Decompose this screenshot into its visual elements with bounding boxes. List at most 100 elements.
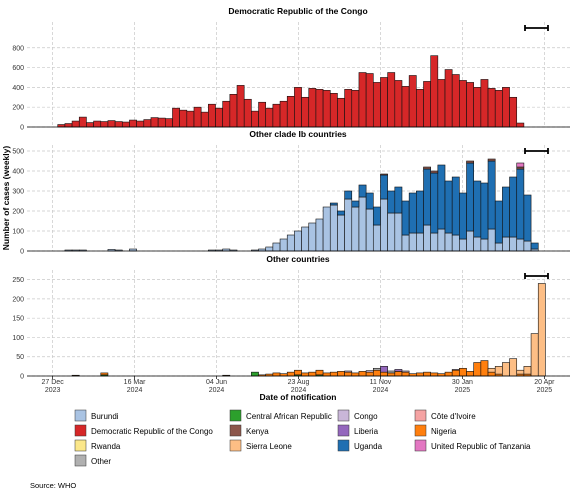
bar-segment (480, 238, 489, 252)
bar-segment (502, 87, 510, 128)
bar-segment (509, 236, 518, 252)
bar-segment (344, 198, 353, 252)
bar-segment (466, 371, 474, 377)
bar-segment (480, 182, 489, 240)
bar-segment (301, 372, 310, 377)
bar-segment (394, 371, 403, 377)
legend-swatch (229, 424, 242, 437)
bar-segment (451, 74, 460, 128)
bar-segment (351, 206, 360, 252)
bar-segment (437, 79, 446, 128)
bar-segment (64, 123, 73, 128)
y-tick-label: 800 (12, 45, 24, 52)
bar-segment (451, 369, 460, 377)
bar-segment (100, 121, 109, 128)
y-tick-label: 0 (20, 374, 24, 381)
bar-segment (437, 164, 446, 230)
bar-segment (444, 232, 453, 252)
bar-segment (387, 370, 396, 374)
bar-segment (315, 218, 324, 252)
bar-segment (279, 238, 288, 252)
bar-segment (351, 90, 360, 128)
bar-segment (494, 90, 503, 128)
bar-segment (380, 77, 388, 128)
bar-segment (487, 160, 496, 230)
bar-segment (516, 238, 525, 252)
bar-segment (222, 100, 231, 128)
legend-label: Burundi (91, 412, 119, 421)
legend-swatch (74, 454, 87, 467)
y-tick-label: 100 (12, 335, 24, 342)
bar-segment (372, 224, 381, 252)
bar-segment (387, 212, 396, 252)
x-tick-label: 27 Dec 2023 (42, 379, 65, 394)
bar-segment (365, 73, 374, 128)
bar-segment (423, 224, 431, 252)
bar-segment (337, 214, 345, 252)
bar-segment (423, 168, 431, 226)
bar-segment (401, 371, 410, 377)
legend-swatch (74, 424, 87, 437)
bar-segment (358, 196, 367, 252)
bar-segment (365, 192, 374, 210)
bar-segment (466, 230, 474, 252)
bar-segment (294, 230, 302, 252)
bar-segment (337, 371, 345, 377)
bar-segment (459, 367, 467, 377)
bar-segment (416, 89, 424, 128)
bar-segment (365, 208, 374, 252)
bar-segment (401, 86, 410, 128)
bar-segment (358, 184, 367, 198)
bar-segment (272, 242, 281, 252)
bar-segment (416, 372, 424, 377)
x-tick-label: 20 Apr 2025 (534, 379, 555, 394)
bar-segment (351, 372, 360, 377)
bar-segment (394, 369, 403, 372)
bar-segment (423, 81, 431, 128)
bar-segment (372, 367, 381, 371)
bar-segment (301, 96, 310, 128)
bar-segment (193, 106, 202, 128)
bar-segment (523, 366, 532, 375)
bar-segment (272, 103, 281, 128)
bar-segment (243, 98, 252, 128)
bar-segment (387, 72, 396, 128)
legend-swatch (414, 409, 427, 422)
bar-segment (380, 366, 388, 373)
y-tick-label: 400 (12, 169, 24, 176)
bar-segment (444, 69, 453, 128)
bar-segment (329, 371, 338, 377)
bar-segment (200, 111, 209, 128)
bar-segment (430, 232, 439, 252)
y-tick-label: 200 (12, 209, 24, 216)
y-tick-label: 200 (12, 296, 24, 303)
bar-segment (401, 234, 410, 252)
bar-segment (502, 186, 510, 238)
bar-segment (236, 85, 245, 128)
bar-segment (286, 95, 295, 128)
legend-label: Other (91, 457, 111, 466)
bar-segment (114, 121, 123, 128)
y-tick-label: 50 (16, 354, 24, 361)
bar-segment (523, 240, 532, 252)
bar-segment (387, 190, 396, 214)
bar-segment (459, 238, 467, 252)
bar-segment (516, 168, 525, 240)
bar-segment (372, 206, 381, 226)
bar-segment (358, 72, 367, 128)
y-tick-label: 250 (12, 277, 24, 284)
x-tick-label: 23 Aug 2024 (288, 379, 310, 394)
y-tick-label: 400 (12, 85, 24, 92)
legend-label: Nigeria (431, 427, 457, 436)
bar-segment (251, 371, 259, 377)
y-axis-label: Number of cases (weekly) (1, 146, 11, 251)
bar-segment (502, 362, 510, 377)
legend-swatch (74, 439, 87, 452)
bar-segment (530, 242, 539, 250)
bar-segment (430, 170, 439, 174)
bar-segment (365, 370, 374, 373)
bar-segment (71, 120, 80, 128)
bar-segment (487, 228, 496, 252)
y-tick-label: 150 (12, 316, 24, 323)
